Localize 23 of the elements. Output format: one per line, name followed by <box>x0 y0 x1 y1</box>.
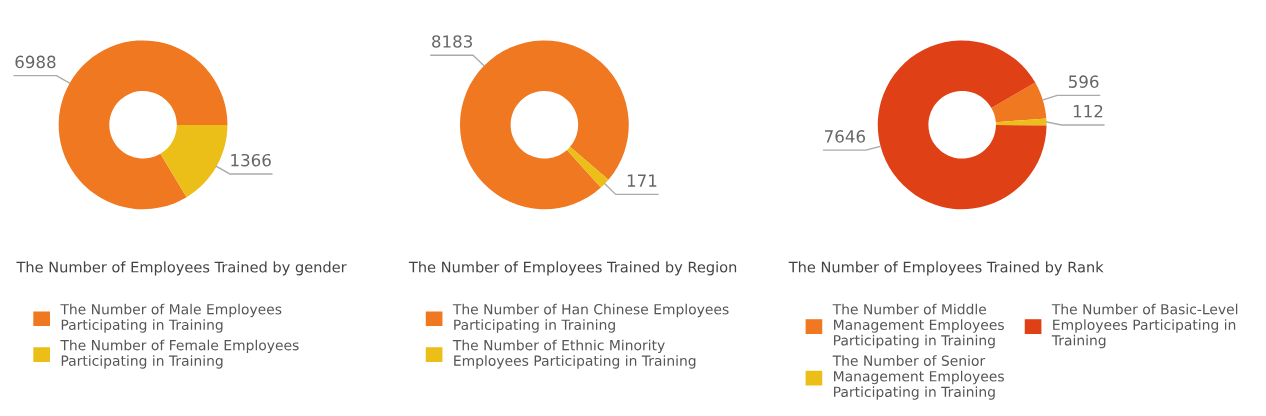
donut-slice <box>995 118 1047 126</box>
data-label: 1366 <box>231 153 271 167</box>
legend-label: The Number of Han Chinese Employees Participating in Training <box>452 303 729 333</box>
legend-label: The Number of Male Employees Participating in Training <box>60 303 282 333</box>
legend-label: The Number of Senior Management Employees Participating in Training <box>832 355 1004 400</box>
legend-label: The Number of Ethnic Minority Employees Participating in Training <box>452 339 696 369</box>
data-label: 8183 <box>432 35 472 48</box>
text: The Number of Employees Trained by gender <box>16 261 347 276</box>
legend-label: The Number of Basic-Level Employees Participating in Training <box>1051 303 1238 349</box>
donut-slice <box>877 40 1047 210</box>
legend-label: The Number of Middle Management Employees Participating in Training <box>832 303 1004 349</box>
text: The Number of Employees Trained by Region <box>408 261 737 276</box>
donut-slice <box>58 40 228 210</box>
donut-slice <box>160 124 228 198</box>
data-label: 6988 <box>15 55 56 69</box>
text: The Number of Employees Trained by Rank <box>788 261 1104 276</box>
data-label: 7646 <box>825 130 866 143</box>
donut-slice <box>566 146 609 188</box>
donut-slice <box>991 82 1047 123</box>
data-label: 596 <box>1068 75 1099 88</box>
data-label: 171 <box>627 174 657 187</box>
data-label: 112 <box>1073 104 1103 118</box>
legend-label: The Number of Female Employees Participating in Training <box>60 339 299 369</box>
